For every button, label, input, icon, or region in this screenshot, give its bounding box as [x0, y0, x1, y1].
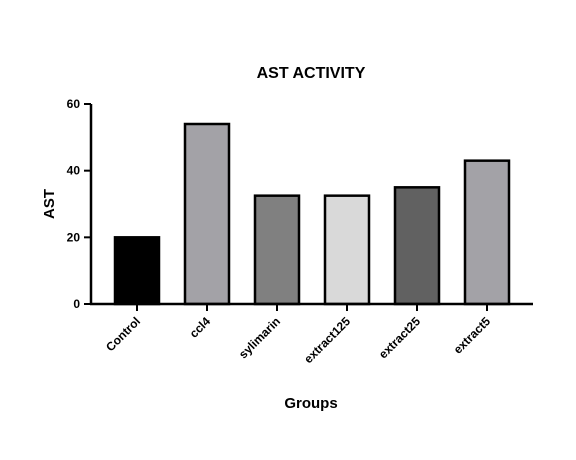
bar-ccl4 [183, 122, 231, 306]
x-tick-label: ccl4 [187, 314, 214, 341]
x-axis-label: Groups [284, 395, 337, 412]
x-axis-ticks: Control ccl4 sylimarin extract125 extract25 e… [103, 304, 493, 366]
y-tick-label: 40 [67, 164, 81, 178]
x-tick-label: extract25 [376, 314, 423, 361]
y-tick-label: 0 [73, 297, 80, 311]
bar-sylimarin [253, 194, 301, 306]
y-tick-label: 60 [67, 97, 81, 111]
y-tick-label: 20 [67, 230, 81, 244]
bar-extract5 [463, 159, 511, 306]
x-tick-label: extract5 [451, 314, 494, 357]
x-tick-label: Control [103, 314, 143, 354]
bar-Control [113, 236, 161, 306]
x-tick-label: sylimarin [236, 314, 283, 361]
bar-extract125 [323, 194, 371, 306]
bars-group [113, 122, 511, 306]
y-axis-label: AST [41, 189, 58, 219]
x-tick-label: extract125 [301, 314, 353, 366]
bar-extract25 [393, 186, 441, 306]
chart-title: AST ACTIVITY [257, 65, 366, 82]
y-axis-ticks: 0 20 40 60 [67, 97, 91, 311]
